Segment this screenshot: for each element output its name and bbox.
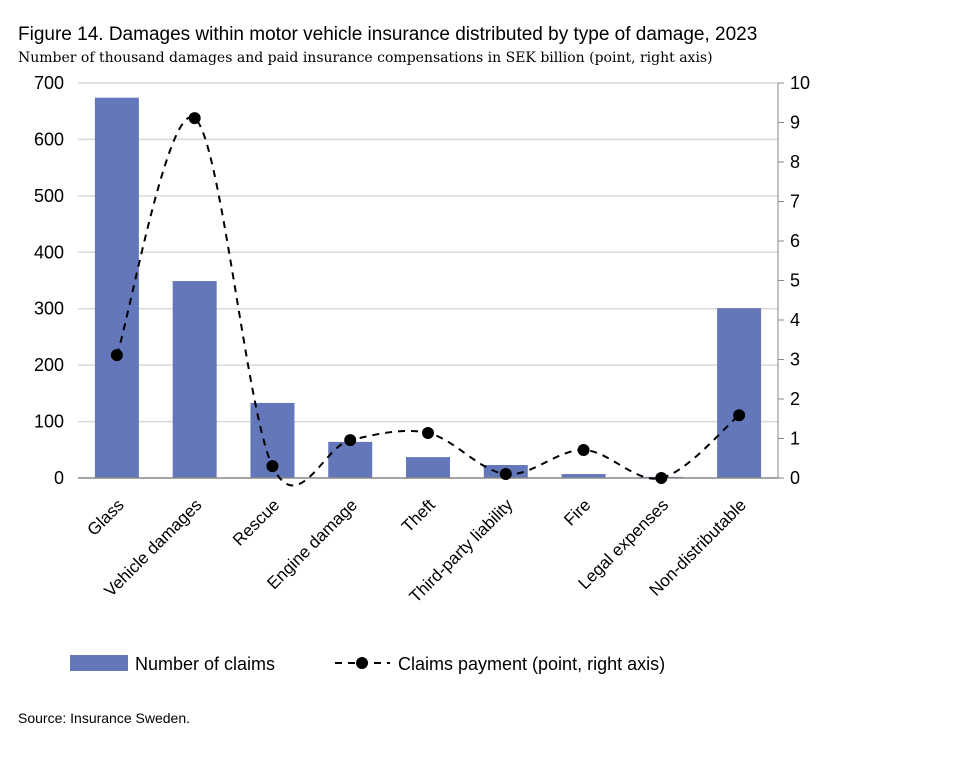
point-4 [422,426,434,439]
point-8 [733,409,746,422]
y2-tick-label: 0 [790,468,800,488]
y2-tick-label: 3 [790,350,800,370]
y2-tick-label: 2 [790,389,800,409]
point-6 [577,443,590,456]
x-tick-label: Rescue [229,495,283,549]
legend-label-line: Claims payment (point, right axis) [398,654,665,674]
y-tick-label: 0 [54,468,64,488]
bar-6 [561,474,606,478]
y2-tick-label: 6 [790,231,800,251]
y2-tick-label: 7 [790,192,800,212]
y-tick-label: 100 [34,412,64,432]
legend-marker [356,657,368,669]
y2-tick-label: 8 [790,152,800,172]
y2-tick-label: 4 [790,310,800,330]
y-tick-label: 500 [34,186,64,206]
x-tick-label: Fire [560,495,594,529]
x-tick-label: Theft [398,495,439,536]
y-tick-label: 200 [34,355,64,375]
y2-tick-label: 1 [790,429,800,449]
bar-0 [94,97,139,479]
y-tick-label: 700 [34,73,64,93]
y-tick-label: 400 [34,242,64,262]
point-5 [499,468,512,481]
y2-tick-label: 10 [790,73,810,93]
point-1 [188,112,201,125]
legend-label-bars: Number of claims [135,654,275,674]
legend-bar-swatch [70,655,128,671]
source-note: Source: Insurance Sweden. [18,710,190,726]
y-tick-label: 600 [34,129,64,149]
x-tick-label: Glass [84,495,128,539]
bar-3 [328,441,373,478]
y2-tick-label: 9 [790,113,800,133]
y-tick-label: 300 [34,299,64,319]
bar-1 [172,281,217,478]
claims-payment-line [115,116,740,487]
bar-8 [717,308,762,478]
point-0 [110,349,123,362]
point-2 [266,460,279,473]
bar-4 [406,457,450,478]
point-3 [344,434,357,447]
point-7 [655,472,668,484]
chart: 0100200300400500600700012345678910GlassV… [34,73,810,674]
chart-subtitle: Number of thousand damages and paid insu… [18,50,713,66]
chart-title: Figure 14. Damages within motor vehicle … [18,24,758,45]
y2-tick-label: 5 [790,271,800,291]
